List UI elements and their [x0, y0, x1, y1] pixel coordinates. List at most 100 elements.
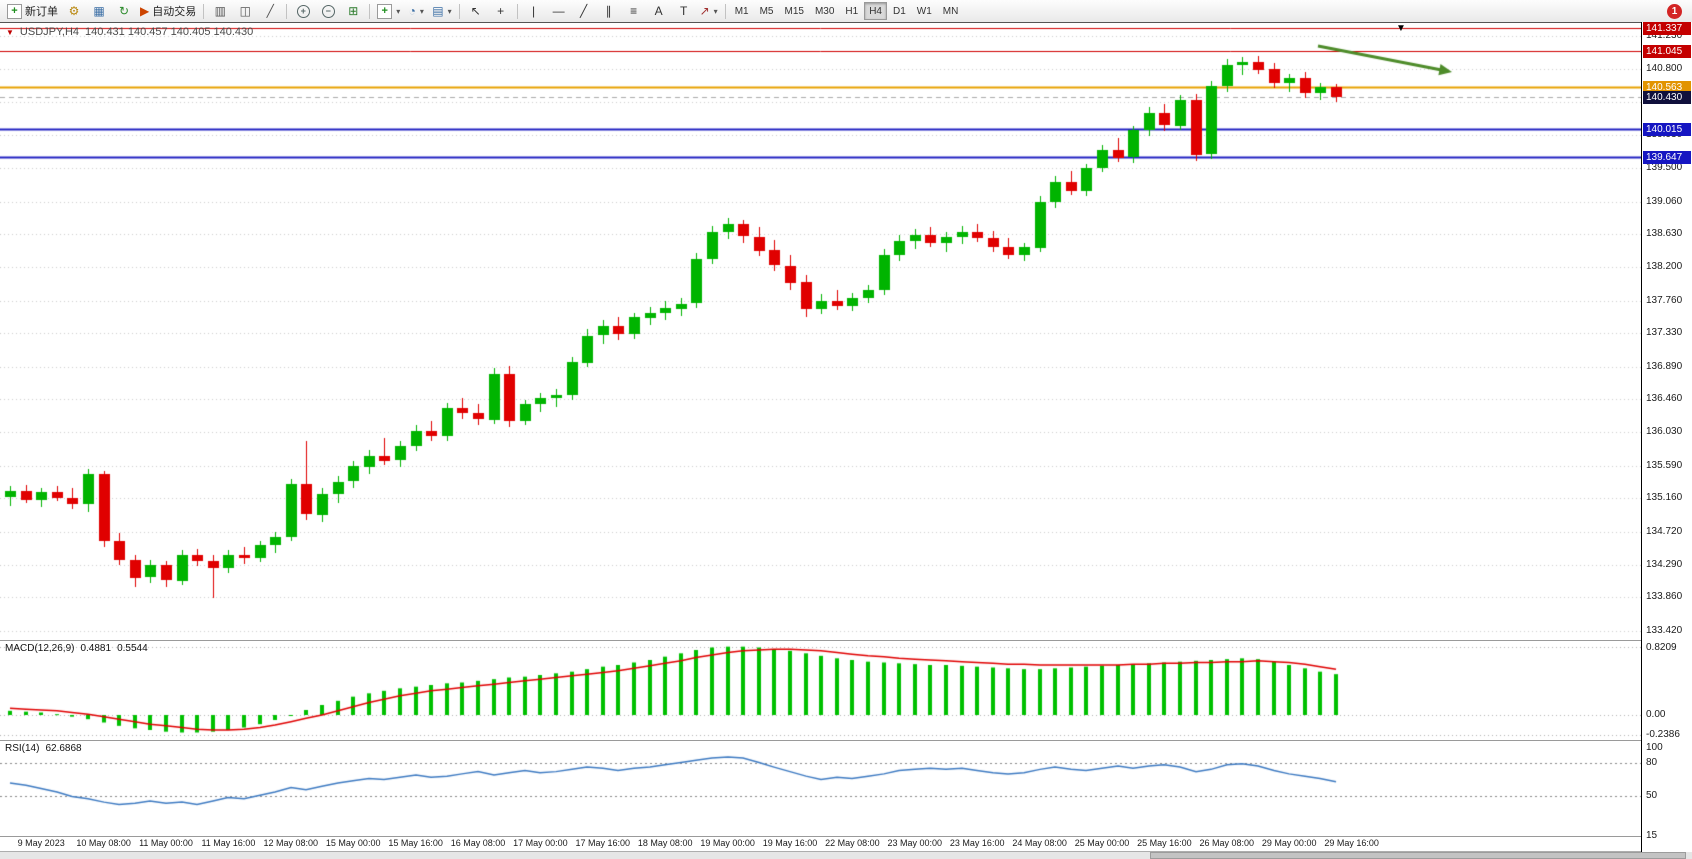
autotrading-button[interactable]: ▶ 自动交易 [137, 1, 199, 21]
horizontal-line-button[interactable]: — [547, 1, 571, 21]
panel-divider [0, 836, 1692, 837]
time-axis-label: 12 May 08:00 [263, 838, 319, 848]
zoom-in-button[interactable]: + [291, 1, 315, 21]
time-axis-label: 9 May 2023 [17, 838, 65, 848]
timeframe-W1[interactable]: W1 [916, 5, 932, 17]
time-axis-label: 17 May 00:00 [513, 838, 568, 848]
price-axis[interactable]: 141.230140.800140.370139.930139.500139.0… [1641, 22, 1692, 859]
indicators-button[interactable]: + ▾ [374, 1, 403, 21]
symbol-info: ▼ USDJPY,H4 140.431 140.457 140.405 140.… [6, 26, 253, 38]
timeframe-M1[interactable]: M1 [734, 5, 749, 17]
zoom-in-icon: + [296, 4, 310, 18]
timeframe-M5[interactable]: M5 [759, 5, 774, 17]
panel-divider[interactable] [0, 740, 1692, 741]
axis-label: 0.00 [1646, 709, 1666, 720]
timeframe-D1[interactable]: D1 [893, 5, 906, 17]
panel-divider[interactable] [0, 640, 1692, 641]
cursor-button[interactable]: ↖ [464, 1, 488, 21]
toolbar: + 新订单 ⚙ ▦ ↻ ▶ 自动交易 ▥ ◫ ╱ + − ⊞ + ▾ ◔ ▾ ▤ ▾ ↖ + | — ╱ ∥ ≡ A T ↗ ▾ M1 M5 M… [0, 0, 1692, 22]
toolbar-separator [203, 3, 205, 19]
vertical-line-button[interactable]: | [522, 1, 546, 21]
time-axis-label: 25 May 16:00 [1137, 838, 1192, 848]
axis-label: 140.800 [1646, 63, 1683, 74]
chart-top-border [0, 22, 1692, 23]
bar-chart-button[interactable]: ▥ [208, 1, 232, 21]
fibonacci-icon: ≡ [630, 4, 638, 18]
rsi-panel-canvas[interactable] [0, 740, 1641, 836]
fibonacci-button[interactable]: ≡ [622, 1, 646, 21]
chevron-down-icon: ▾ [713, 6, 718, 16]
notification-badge[interactable]: 1 [1667, 3, 1682, 19]
scroll-to-end-marker[interactable]: ▼ [1396, 23, 1406, 34]
label-button[interactable]: T [672, 1, 696, 21]
time-axis[interactable]: 9 May 2023 10 May 08:00 11 May 00:00 11 May… [0, 836, 1641, 851]
price-level-label: 141.337 [1643, 22, 1691, 35]
time-axis-label: 10 May 08:00 [76, 838, 131, 848]
new-chart-button[interactable]: ▦ [87, 1, 111, 21]
rsi-header: RSI(14) 62.6868 [5, 743, 82, 754]
new-chart-icon: ▦ [93, 4, 105, 18]
main-chart-canvas[interactable] [0, 22, 1641, 640]
time-axis-label: 24 May 08:00 [1012, 838, 1067, 848]
macd-label: MACD(12,26,9) [5, 643, 75, 654]
axis-label: 141.230 [1646, 30, 1683, 41]
text-icon: A [654, 4, 663, 18]
chevron-down-icon: ▾ [419, 6, 424, 16]
tools-button[interactable]: ⚙ [62, 1, 86, 21]
toolbar-separator [286, 3, 288, 19]
price-level-label: 139.647 [1643, 151, 1691, 164]
arrows-icon: ↗ [699, 4, 710, 18]
line-chart-button[interactable]: ╱ [258, 1, 282, 21]
rsi-value: 62.6868 [45, 743, 82, 754]
candlestick-icon: ◫ [239, 4, 251, 18]
periodicity-button[interactable]: ◔ ▾ [404, 1, 428, 21]
time-axis-label: 19 May 00:00 [700, 838, 755, 848]
axis-label: 133.420 [1646, 625, 1683, 636]
axis-label: 100 [1646, 742, 1663, 753]
toolbar-separator [369, 3, 371, 19]
autotrading-icon: ▶ [140, 4, 150, 18]
axis-label: 138.630 [1646, 228, 1683, 239]
time-axis-label: 18 May 08:00 [637, 838, 693, 848]
axis-label: 137.760 [1646, 295, 1683, 306]
timeframe-MN[interactable]: MN [942, 5, 959, 17]
templates-icon: ▤ [432, 4, 444, 18]
toolbar-separator [458, 3, 460, 19]
new-order-label: 新订单 [25, 6, 58, 18]
timeframe-H1[interactable]: H1 [845, 5, 859, 17]
axis-label: 50 [1646, 790, 1658, 801]
time-axis-label: 26 May 08:00 [1199, 838, 1255, 848]
trendline-icon: ╱ [579, 4, 588, 18]
tools-icon: ⚙ [68, 4, 80, 18]
symbol-ohlc: 140.431 140.457 140.405 140.430 [85, 26, 254, 38]
candlestick-button[interactable]: ◫ [233, 1, 257, 21]
scrollbar-thumb[interactable] [1150, 852, 1686, 859]
new-order-button[interactable]: + 新订单 [4, 1, 61, 21]
axis-label: 133.860 [1646, 591, 1683, 602]
refresh-button[interactable]: ↻ [112, 1, 136, 21]
time-axis-label: 23 May 00:00 [887, 838, 943, 848]
channel-button[interactable]: ∥ [597, 1, 621, 21]
axis-label: 15 [1646, 830, 1658, 841]
crosshair-button[interactable]: + [489, 1, 513, 21]
cursor-icon: ↖ [470, 4, 481, 18]
time-axis-label: 15 May 16:00 [388, 838, 443, 848]
axis-label: 138.200 [1646, 261, 1683, 272]
timeframe-M15[interactable]: M15 [784, 5, 804, 17]
templates-button[interactable]: ▤ ▾ [429, 1, 454, 21]
label-icon: T [679, 4, 688, 18]
zoom-out-button[interactable]: − [316, 1, 340, 21]
trendline-button[interactable]: ╱ [572, 1, 596, 21]
axis-label: -0.2386 [1646, 729, 1680, 740]
chevron-down-icon: ▾ [447, 6, 452, 16]
macd-panel-canvas[interactable] [0, 640, 1641, 740]
horizontal-scrollbar[interactable] [0, 852, 1692, 859]
text-button[interactable]: A [647, 1, 671, 21]
panel-divider [0, 851, 1692, 852]
arrows-button[interactable]: ↗ ▾ [697, 1, 721, 21]
time-axis-label: 29 May 00:00 [1261, 838, 1317, 848]
timeframe-M30[interactable]: M30 [814, 5, 835, 17]
tile-windows-button[interactable]: ⊞ [341, 1, 365, 21]
price-level-label: 140.015 [1643, 123, 1691, 136]
timeframe-H4[interactable]: H4 [864, 2, 887, 20]
